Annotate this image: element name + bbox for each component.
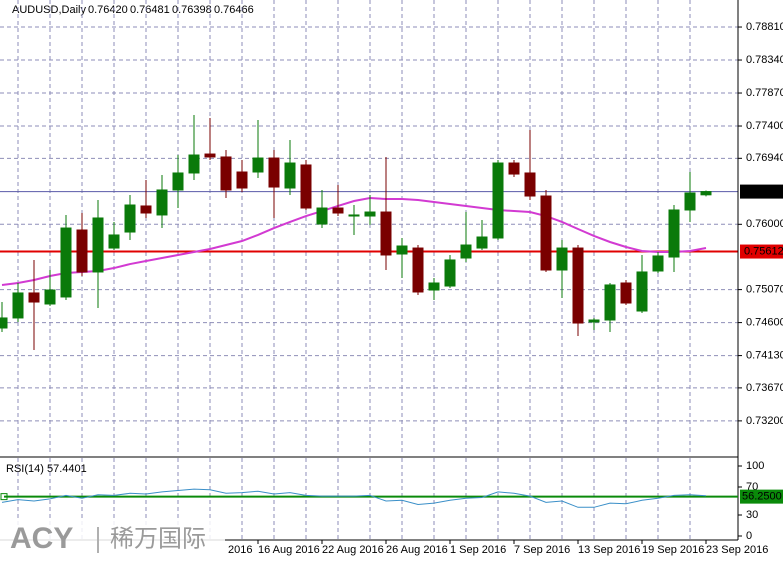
candle-body bbox=[604, 284, 616, 321]
candle-body bbox=[508, 162, 520, 175]
price-label-box bbox=[740, 184, 783, 199]
candle-body bbox=[92, 217, 104, 273]
candle-body bbox=[348, 214, 360, 217]
x-tick-label: 16 Aug 2016 bbox=[258, 544, 320, 556]
x-tick-label: 13 Sep 2016 bbox=[578, 544, 640, 556]
watermark-brand: ACY bbox=[10, 522, 73, 555]
header-value: 0.76398 bbox=[172, 4, 212, 16]
candle-body bbox=[476, 236, 488, 249]
candle-body bbox=[588, 319, 600, 323]
x-tick-label: 22 Aug 2016 bbox=[322, 544, 384, 556]
candle-body bbox=[0, 317, 8, 329]
candle-body bbox=[428, 282, 440, 291]
candle-body bbox=[76, 229, 88, 273]
candle-body bbox=[332, 207, 344, 214]
y-tick-label: 0.77400 bbox=[746, 120, 783, 132]
candle-body bbox=[300, 164, 312, 209]
candle-body bbox=[156, 189, 168, 216]
price-label: 0.75612 bbox=[744, 245, 783, 257]
y-tick-label: 0.77870 bbox=[746, 87, 783, 99]
candle-body bbox=[684, 192, 696, 211]
candle-body bbox=[700, 191, 712, 196]
candle-body bbox=[380, 211, 392, 256]
candle-body bbox=[364, 211, 376, 217]
y-tick-label: 0.74600 bbox=[746, 316, 783, 328]
rsi-line bbox=[1, 488, 707, 508]
price-label-box bbox=[740, 244, 783, 259]
candle-body bbox=[268, 157, 280, 188]
candle-body bbox=[652, 255, 664, 272]
candle-body bbox=[140, 205, 152, 214]
x-tick-label: 26 Aug 2016 bbox=[386, 544, 448, 556]
rsi-level-box bbox=[740, 489, 783, 504]
y-tick-label: 0.78340 bbox=[746, 54, 783, 66]
candle-body bbox=[12, 292, 24, 319]
y-tick-label: 0.76000 bbox=[746, 218, 783, 230]
y-tick-label: 0.73670 bbox=[746, 382, 783, 394]
candle-body bbox=[412, 247, 424, 293]
x-tick-label: 23 Sep 2016 bbox=[706, 544, 768, 556]
rsi-level-label: 56.2500 bbox=[742, 491, 782, 503]
candle-body bbox=[524, 172, 536, 197]
candle-body bbox=[204, 153, 216, 158]
y-tick-label: 0.73200 bbox=[746, 415, 783, 427]
candle-body bbox=[572, 247, 584, 324]
chart-title: AUDUSD,Daily bbox=[12, 4, 86, 16]
y-tick-label: 0 bbox=[746, 530, 752, 542]
rsi-title: RSI(14) 57.4401 bbox=[6, 463, 87, 475]
header-value: 0.76420 bbox=[88, 4, 128, 16]
candle-body bbox=[220, 156, 232, 191]
price-label: 0.76466 bbox=[744, 185, 783, 197]
candle-body bbox=[620, 282, 632, 304]
candle-body bbox=[316, 207, 328, 225]
candle-body bbox=[188, 154, 200, 174]
candle-body bbox=[636, 271, 648, 312]
candle-body bbox=[124, 204, 136, 233]
y-tick-label: 0.76940 bbox=[746, 152, 783, 164]
candle-body bbox=[460, 244, 472, 259]
candle-body bbox=[172, 172, 184, 191]
candle-body bbox=[44, 289, 56, 305]
x-tick-label: 7 Sep 2016 bbox=[514, 544, 570, 556]
x-tick-label: 2016 bbox=[228, 544, 252, 556]
candle-body bbox=[444, 259, 456, 287]
rsi-level-marker bbox=[0, 493, 8, 501]
candle-body bbox=[236, 171, 248, 189]
x-tick-label: 19 Sep 2016 bbox=[642, 544, 704, 556]
candle-body bbox=[108, 234, 120, 249]
y-tick-label: 0.78810 bbox=[746, 21, 783, 33]
candle-body bbox=[492, 162, 504, 239]
candle-body bbox=[540, 195, 552, 271]
watermark-bg bbox=[0, 518, 225, 563]
candle-body bbox=[252, 157, 264, 173]
candle-body bbox=[668, 209, 680, 258]
y-tick-label: 0.75070 bbox=[746, 284, 783, 296]
watermark-name: 稀万国际 bbox=[110, 525, 206, 552]
x-tick-label: 1 Sep 2016 bbox=[450, 544, 506, 556]
candle-body bbox=[556, 247, 568, 271]
candle-body bbox=[396, 245, 408, 255]
y-tick-label: 30 bbox=[746, 509, 758, 521]
candle-body bbox=[28, 292, 40, 303]
header-value: 0.76466 bbox=[214, 4, 254, 16]
y-tick-label: 100 bbox=[746, 460, 764, 472]
moving-average bbox=[1, 196, 707, 286]
y-tick-label: 0.74130 bbox=[746, 349, 783, 361]
candle-body bbox=[60, 227, 72, 298]
candle-body bbox=[284, 162, 296, 189]
header-value: 0.76481 bbox=[130, 4, 170, 16]
